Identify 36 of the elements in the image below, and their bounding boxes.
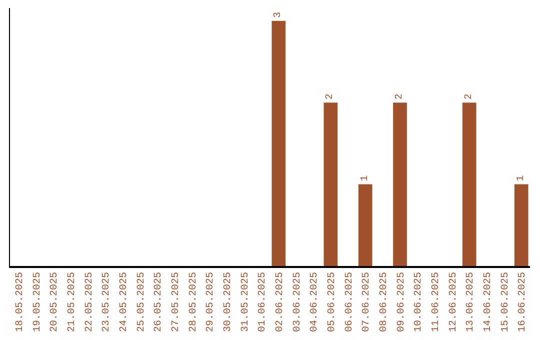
x-tick-label: 04.06.2025 — [310, 272, 321, 332]
data-label: 2 — [394, 94, 406, 100]
x-tick-label: 02.06.2025 — [274, 272, 286, 332]
x-tick-label: 27.05.2025 — [170, 272, 182, 332]
x-tick-label: 28.05.2025 — [188, 272, 200, 332]
x-tick-label: 22.05.2025 — [84, 272, 96, 332]
x-tick-label: 31.05.2025 — [240, 272, 252, 332]
x-tick-label: 30.05.2025 — [222, 272, 234, 332]
x-tick-label: 19.05.2025 — [32, 272, 44, 332]
x-tick-label: 20.05.2025 — [50, 272, 61, 332]
x-tick-label: 08.06.2025 — [378, 272, 390, 332]
x-tick-label: 06.06.2025 — [344, 272, 356, 332]
x-tick-label: 16.06.2025 — [518, 272, 529, 332]
x-tick-label: 09.06.2025 — [396, 272, 408, 332]
x-tick-label: 07.06.2025 — [362, 272, 373, 332]
data-label: 3 — [273, 12, 284, 18]
x-tick-label: 12.06.2025 — [448, 272, 460, 332]
x-tick-label: 21.05.2025 — [66, 272, 78, 332]
data-label: 1 — [360, 175, 371, 182]
x-tick-label: 10.06.2025 — [414, 272, 425, 332]
x-tick-label: 15.06.2025 — [500, 272, 512, 332]
x-tick-label: 18.05.2025 — [14, 272, 26, 332]
data-label: 2 — [325, 94, 336, 100]
data-label: 1 — [516, 175, 527, 182]
x-tick-label: 23.05.2025 — [102, 272, 113, 332]
x-tick-label: 29.05.2025 — [206, 272, 217, 332]
x-tick-label: 03.06.2025 — [292, 272, 304, 332]
x-tick-label: 11.06.2025 — [430, 272, 442, 332]
x-tick-label: 25.05.2025 — [136, 272, 148, 332]
data-label: 2 — [464, 94, 475, 100]
x-tick-label: 13.06.2025 — [466, 272, 477, 332]
x-tick-label: 01.06.2025 — [258, 272, 269, 332]
x-tick-label: 26.05.2025 — [154, 272, 165, 332]
x-tick-label: 14.06.2025 — [482, 272, 494, 332]
x-tick-label: 24.05.2025 — [118, 272, 130, 332]
x-tick-label: 05.06.2025 — [326, 272, 338, 332]
